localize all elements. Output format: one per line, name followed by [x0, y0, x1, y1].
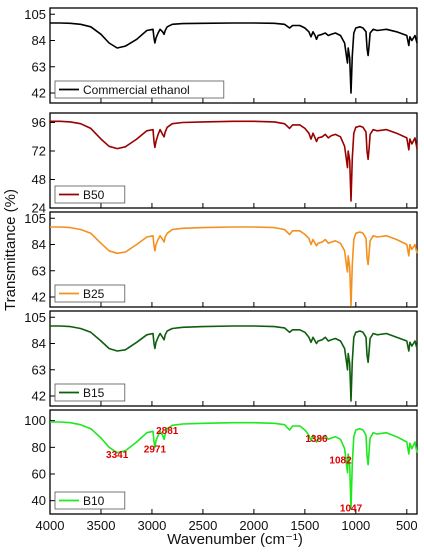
legend-label: B15 — [83, 386, 105, 400]
legend-box — [54, 383, 126, 402]
peak-annotation: 2881 — [156, 426, 179, 437]
series-line — [50, 226, 418, 307]
x-tick-label: 2500 — [188, 518, 217, 533]
peak-annotation: 2971 — [144, 445, 167, 456]
y-tick-label: 63 — [32, 362, 46, 377]
y-tick-label: 105 — [24, 7, 46, 22]
panel-2: 24 48 72 96 B50 — [32, 112, 418, 216]
x-tick-label: 2000 — [239, 518, 268, 533]
x-tick-label: 1000 — [341, 518, 370, 533]
y-tick-label: 24 — [32, 201, 46, 216]
panel-3: 42 63 84 105 B25 — [24, 211, 418, 308]
x-tick-label: 500 — [396, 518, 418, 533]
x-tick-label: 3500 — [87, 518, 116, 533]
y-tick-label: 42 — [32, 86, 46, 101]
peak-annotation: 3341 — [106, 450, 129, 461]
panel-1: 42 63 84 105 Commercial ethanol — [24, 7, 418, 104]
x-axis-title: Wavenumber (cm⁻¹) — [167, 531, 303, 548]
y-tick-label: 105 — [24, 310, 46, 325]
y-axis-title: Transmittance (%) — [2, 189, 19, 311]
y-tick-label: 63 — [32, 263, 46, 278]
y-tick-label: 105 — [24, 211, 46, 226]
peak-annotation: 1082 — [329, 455, 352, 466]
panel-frame — [49, 409, 418, 515]
series-line — [50, 325, 418, 402]
series-line — [50, 421, 418, 510]
peak-annotation: 1047 — [340, 503, 363, 514]
panel-4: 42 63 84 105 B15 — [24, 310, 418, 407]
x-tick-label: 3000 — [137, 518, 166, 533]
series-line — [50, 22, 418, 94]
y-tick-label: 72 — [32, 144, 46, 159]
peak-annotation: 1386 — [305, 434, 328, 445]
panel-frame — [49, 211, 418, 308]
y-tick-label: 84 — [32, 33, 46, 48]
y-tick-label: 48 — [32, 172, 46, 187]
x-tick-label: 1500 — [290, 518, 319, 533]
series-line — [50, 120, 418, 202]
y-tick-label: 60 — [32, 467, 46, 482]
legend-box — [54, 80, 225, 99]
y-tick-label: 42 — [32, 389, 46, 404]
y-tick-label: 42 — [32, 290, 46, 305]
y-tick-label: 63 — [32, 59, 46, 74]
legend-label: B50 — [83, 188, 105, 202]
panel-frame — [49, 7, 418, 104]
legend-label: B10 — [83, 494, 105, 508]
legend-box — [54, 491, 126, 510]
x-tick-label: 4000 — [36, 518, 65, 533]
legend-label: B25 — [83, 287, 105, 301]
legend-box — [54, 284, 126, 303]
y-tick-label: 96 — [32, 115, 46, 130]
y-tick-label: 80 — [32, 440, 46, 455]
panel-5: 40 60 80 100 4000 3500 3000 2500 2000 1500 1000 500… — [24, 409, 418, 533]
y-tick-label: 84 — [32, 336, 46, 351]
y-tick-label: 100 — [24, 413, 46, 428]
panel-frame — [49, 112, 418, 209]
y-tick-label: 40 — [32, 493, 46, 508]
legend-box — [54, 185, 126, 204]
panel-frame — [49, 310, 418, 407]
legend-label: Commercial ethanol — [83, 83, 190, 97]
y-tick-label: 84 — [32, 237, 46, 252]
